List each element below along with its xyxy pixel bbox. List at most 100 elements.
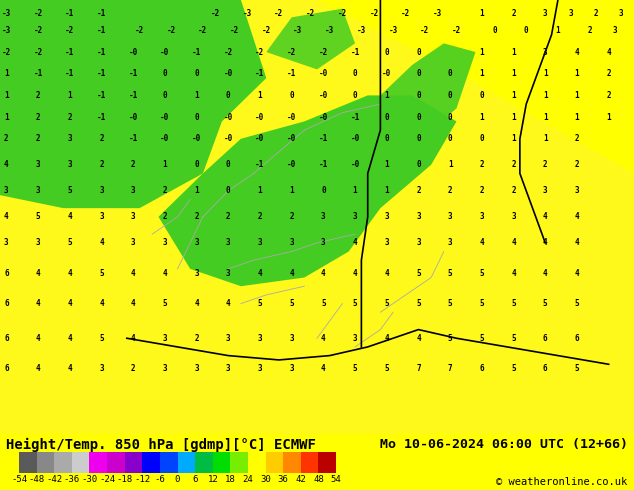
Text: -0: -0 xyxy=(351,160,359,169)
Text: 2: 2 xyxy=(479,186,484,196)
Text: 1: 1 xyxy=(4,113,9,122)
Text: 5: 5 xyxy=(67,238,72,247)
Text: 1: 1 xyxy=(479,113,484,122)
Bar xyxy=(19,452,37,473)
Text: 3: 3 xyxy=(257,334,262,343)
Text: -0: -0 xyxy=(319,69,328,78)
Bar xyxy=(107,452,125,473)
Bar xyxy=(72,452,89,473)
Text: 6: 6 xyxy=(4,364,9,373)
Text: -1: -1 xyxy=(351,113,359,122)
Text: 3: 3 xyxy=(353,212,358,221)
Text: 42: 42 xyxy=(295,475,306,484)
Text: 2: 2 xyxy=(416,186,421,196)
Text: 3: 3 xyxy=(194,238,199,247)
Text: -1: -1 xyxy=(97,48,106,56)
Text: 0: 0 xyxy=(226,160,231,169)
Text: Height/Temp. 850 hPa [gdmp][°C] ECMWF: Height/Temp. 850 hPa [gdmp][°C] ECMWF xyxy=(6,438,316,452)
Text: 0: 0 xyxy=(416,69,421,78)
Text: 6: 6 xyxy=(543,364,548,373)
Bar xyxy=(195,452,213,473)
Text: 0: 0 xyxy=(194,113,199,122)
Text: 4: 4 xyxy=(479,238,484,247)
Bar xyxy=(248,452,266,473)
Text: -2: -2 xyxy=(224,48,233,56)
Text: -0: -0 xyxy=(129,48,138,56)
Bar xyxy=(178,452,195,473)
Text: 3: 3 xyxy=(162,238,167,247)
Text: 3: 3 xyxy=(226,364,231,373)
Text: 3: 3 xyxy=(162,364,167,373)
Text: 5: 5 xyxy=(416,269,421,278)
Text: -2: -2 xyxy=(287,48,296,56)
Text: 2: 2 xyxy=(4,134,9,143)
Text: 2: 2 xyxy=(36,91,41,100)
Text: -2: -2 xyxy=(167,26,176,35)
Text: 4: 4 xyxy=(67,212,72,221)
Text: -54: -54 xyxy=(11,475,27,484)
Text: 5: 5 xyxy=(289,299,294,308)
Text: 1: 1 xyxy=(384,186,389,196)
Text: -1: -1 xyxy=(97,26,106,35)
Text: 2: 2 xyxy=(574,160,579,169)
Text: -3: -3 xyxy=(243,8,252,18)
Text: 4: 4 xyxy=(353,269,358,278)
Text: 3: 3 xyxy=(194,269,199,278)
Text: 2: 2 xyxy=(511,8,516,18)
Text: 4: 4 xyxy=(36,334,41,343)
Text: -2: -2 xyxy=(275,8,283,18)
Text: 3: 3 xyxy=(384,238,389,247)
Text: -2: -2 xyxy=(319,48,328,56)
Text: 4: 4 xyxy=(36,364,41,373)
Text: -3: -3 xyxy=(2,8,11,18)
Text: -0: -0 xyxy=(224,69,233,78)
Text: 5: 5 xyxy=(321,299,326,308)
Text: -3: -3 xyxy=(433,8,442,18)
Text: 4: 4 xyxy=(384,269,389,278)
Text: 3: 3 xyxy=(568,8,573,18)
Text: 4: 4 xyxy=(574,48,579,56)
Text: 1: 1 xyxy=(511,69,516,78)
Text: 0: 0 xyxy=(524,26,529,35)
Text: 4: 4 xyxy=(67,364,72,373)
Bar xyxy=(266,452,283,473)
Text: 0: 0 xyxy=(384,113,389,122)
Text: -0: -0 xyxy=(287,113,296,122)
Text: -2: -2 xyxy=(452,26,461,35)
Text: 0: 0 xyxy=(162,91,167,100)
Text: 4: 4 xyxy=(36,299,41,308)
Text: -1: -1 xyxy=(34,69,42,78)
Text: 5: 5 xyxy=(384,299,389,308)
Text: 4: 4 xyxy=(67,334,72,343)
Text: -1: -1 xyxy=(287,69,296,78)
Text: 4: 4 xyxy=(321,269,326,278)
Text: -1: -1 xyxy=(97,69,106,78)
Text: 1: 1 xyxy=(511,48,516,56)
Text: 3: 3 xyxy=(226,238,231,247)
Text: 1: 1 xyxy=(257,91,262,100)
Text: 0: 0 xyxy=(448,134,453,143)
Text: 3: 3 xyxy=(257,364,262,373)
Text: 0: 0 xyxy=(321,186,326,196)
Bar xyxy=(55,452,72,473)
Text: 3: 3 xyxy=(131,186,136,196)
Text: -1: -1 xyxy=(65,48,74,56)
Text: 2: 2 xyxy=(543,160,548,169)
Text: 4: 4 xyxy=(511,269,516,278)
Text: -3: -3 xyxy=(389,26,398,35)
Text: -2: -2 xyxy=(306,8,315,18)
Text: 0: 0 xyxy=(448,91,453,100)
Text: 3: 3 xyxy=(543,48,548,56)
Text: 1: 1 xyxy=(353,186,358,196)
Text: 4: 4 xyxy=(131,269,136,278)
Text: 4: 4 xyxy=(257,269,262,278)
Text: 4: 4 xyxy=(321,364,326,373)
Text: -2: -2 xyxy=(401,8,410,18)
Text: 4: 4 xyxy=(67,269,72,278)
Text: 18: 18 xyxy=(225,475,236,484)
Text: 3: 3 xyxy=(226,269,231,278)
Text: 0: 0 xyxy=(416,160,421,169)
Text: 0: 0 xyxy=(492,26,497,35)
Text: 4: 4 xyxy=(194,299,199,308)
Text: 1: 1 xyxy=(555,26,560,35)
